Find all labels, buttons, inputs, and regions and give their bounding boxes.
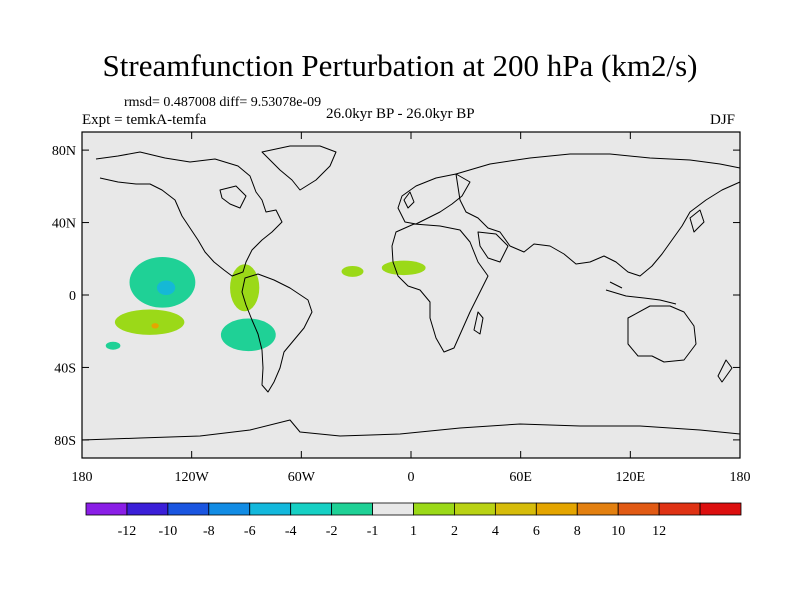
greenland-coast	[261, 145, 337, 191]
colorbar-swatch	[126, 502, 169, 516]
season-label: DJF	[710, 112, 736, 128]
anomaly-south-pacific-high-core	[151, 323, 159, 329]
hudson-bay-coast	[219, 185, 247, 209]
lat-tick-label: 0	[69, 289, 76, 304]
asia-coast	[455, 153, 741, 277]
colorbar-swatch	[85, 502, 128, 516]
colorbar-swatch	[208, 502, 251, 516]
anomaly-far-south-pacific-low	[105, 341, 121, 350]
experiment-label: Expt = temkA-temfa	[82, 112, 207, 128]
period-label: 26.0kyr BP - 26.0kyr BP	[326, 106, 475, 122]
colorbar-swatch	[331, 502, 373, 516]
new-zealand-coast	[717, 359, 733, 383]
lon-tick-label: 60W	[288, 470, 316, 485]
anomaly-south-east-pacific-low	[220, 318, 276, 352]
colorbar-swatch	[290, 502, 333, 516]
colorbar-swatch	[167, 502, 210, 516]
antarctica-coast	[81, 419, 741, 441]
anomaly-east-pacific-high-north	[230, 264, 260, 312]
lat-tick-label: 40N	[52, 217, 76, 232]
colorbar-swatch	[576, 502, 619, 516]
plot-title: Streamfunction Perturbation at 200 hPa (…	[102, 48, 698, 83]
colorbar: -12 -10 -8 -6 -4 -2 -1 1 2 4 6 8 10 12	[85, 502, 742, 539]
colorbar-swatch	[249, 502, 292, 516]
south-america-coast	[241, 273, 313, 393]
europe-coast	[397, 173, 471, 225]
lat-tick-label: 80S	[54, 434, 76, 449]
colorbar-label: 1	[410, 524, 417, 539]
anomaly-south-pacific-high	[114, 309, 185, 335]
lon-tick-label: 120E	[616, 470, 646, 485]
arabia-coast	[477, 231, 509, 263]
colorbar-label: -1	[367, 524, 379, 539]
anomaly-africa-high	[381, 260, 426, 276]
colorbar-label: 10	[611, 524, 625, 539]
colorbar-swatch	[535, 502, 578, 516]
uk-coast	[403, 191, 415, 209]
colorbar-label: -6	[244, 524, 256, 539]
colorbar-label: 4	[492, 524, 499, 539]
colorbar-label: -8	[203, 524, 215, 539]
stats-text: rmsd= 0.487008 diff= 9.53078e-09	[124, 95, 322, 110]
colorbar-swatch	[699, 502, 742, 516]
colorbar-label: -10	[159, 524, 178, 539]
anomaly-layer	[105, 256, 426, 352]
colorbar-label: 6	[533, 524, 540, 539]
lon-tick-label: 60E	[509, 470, 532, 485]
lon-tick-label: 0	[408, 470, 415, 485]
indonesia-coast	[605, 281, 677, 305]
axis-layer: 180 120W 60W 0 60E 120E 180 80N 40N 0 40S 80S	[52, 132, 751, 485]
north-america-coast	[95, 151, 283, 277]
colorbar-label: 2	[451, 524, 458, 539]
lon-tick-label: 180	[730, 470, 751, 485]
colorbar-swatch	[454, 502, 496, 516]
japan-coast	[689, 209, 705, 233]
colorbar-swatch	[658, 502, 701, 516]
anomaly-central-pacific-low-core	[156, 280, 176, 295]
colorbar-swatch	[413, 502, 455, 516]
anomaly-atlantic-high-west	[341, 266, 364, 277]
lon-tick-label: 120W	[175, 470, 210, 485]
colorbar-label: -2	[326, 524, 338, 539]
map-background	[82, 132, 740, 458]
madagascar-coast	[473, 311, 484, 335]
africa-coast	[391, 223, 489, 353]
lon-tick-label: 180	[72, 470, 93, 485]
colorbar-label: 8	[574, 524, 581, 539]
colorbar-label: -12	[118, 524, 137, 539]
colorbar-label: 12	[652, 524, 666, 539]
coastline-layer	[81, 145, 741, 441]
lat-tick-label: 80N	[52, 144, 76, 159]
lat-tick-label: 40S	[54, 361, 76, 376]
colorbar-swatch	[372, 502, 414, 516]
colorbar-label: -4	[285, 524, 297, 539]
australia-coast	[627, 305, 697, 363]
colorbar-swatch	[617, 502, 660, 516]
colorbar-swatch	[494, 502, 537, 516]
